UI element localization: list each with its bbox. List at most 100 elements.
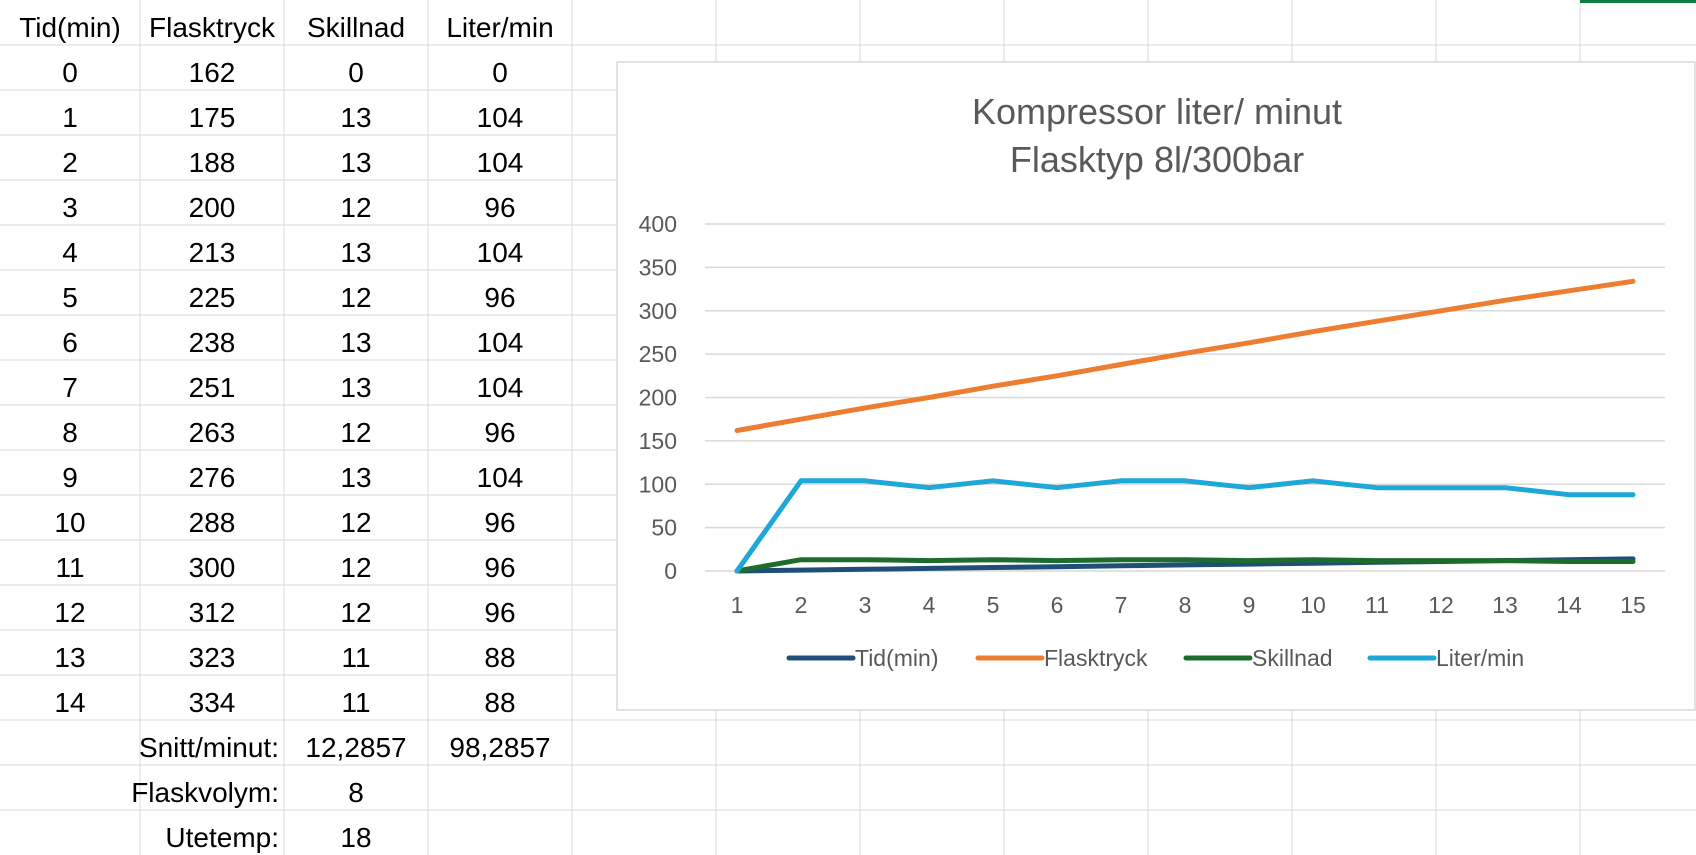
legend-entry[interactable]: Liter/min [1436,645,1524,671]
y-tick-label: 400 [639,211,677,237]
data-cell[interactable]: 3 [62,192,78,223]
data-cell[interactable]: 96 [484,597,515,628]
chart-legend[interactable]: Tid(min) Flasktryck Skillnad Liter/min [786,645,1524,671]
x-tick-label: 13 [1492,592,1518,618]
x-tick-label: 9 [1243,592,1256,618]
header-cell[interactable]: Tid(min) [19,12,121,43]
data-cell[interactable]: 96 [484,282,515,313]
summary-value-cell[interactable]: 18 [340,822,371,853]
data-cell[interactable]: 0 [492,57,508,88]
data-cell[interactable]: 13 [340,102,371,133]
data-cell[interactable]: 2 [62,147,78,178]
data-cell[interactable]: 13 [340,147,371,178]
data-cell[interactable]: 200 [189,192,236,223]
data-cell[interactable]: 1 [62,102,78,133]
x-axis-tick-labels: 1 2 3 4 5 6 7 8 9 10 11 12 13 14 15 [731,592,1646,618]
data-cell[interactable]: 251 [189,372,236,403]
data-cell[interactable]: 12 [54,597,85,628]
legend-entry[interactable]: Flasktryck [1044,645,1148,671]
summary-label-cell[interactable]: Flaskvolym: [131,777,279,808]
data-cell[interactable]: 12 [340,552,371,583]
x-tick-label: 3 [859,592,872,618]
data-cell[interactable]: 96 [484,552,515,583]
data-cell[interactable]: 11 [341,687,370,718]
data-cell[interactable]: 12 [340,417,371,448]
data-cell[interactable]: 104 [477,372,524,403]
y-tick-label: 200 [639,385,677,411]
data-cell[interactable]: 7 [62,372,78,403]
data-cell[interactable]: 13 [340,237,371,268]
data-cell[interactable]: 323 [189,642,236,673]
legend-entry[interactable]: Skillnad [1252,645,1333,671]
data-cell[interactable]: 104 [477,462,524,493]
data-cell[interactable]: 88 [484,642,515,673]
data-cell[interactable]: 4 [62,237,78,268]
data-cell[interactable]: 12 [340,597,371,628]
summary-value-cell[interactable]: 8 [348,777,364,808]
data-cell[interactable]: 104 [477,327,524,358]
summary-value-cell[interactable]: 98,2857 [449,732,550,763]
data-cell[interactable]: 96 [484,417,515,448]
y-tick-label: 0 [664,558,677,584]
header-cell[interactable]: Flasktryck [149,12,276,43]
summary-label-cell[interactable]: Utetemp: [165,822,279,853]
y-tick-label: 250 [639,341,677,367]
data-cell[interactable]: 238 [189,327,236,358]
legend-entry[interactable]: Tid(min) [855,645,938,671]
data-cell[interactable]: 12 [340,282,371,313]
data-cell[interactable]: 104 [477,237,524,268]
data-cell[interactable]: 6 [62,327,78,358]
data-cell[interactable]: 334 [189,687,236,718]
data-cell[interactable]: 104 [477,147,524,178]
data-cell[interactable]: 13 [340,372,371,403]
x-tick-label: 10 [1300,592,1326,618]
data-cell[interactable]: 288 [189,507,236,538]
y-tick-label: 300 [639,298,677,324]
data-cell[interactable]: 162 [189,57,236,88]
data-cell[interactable]: 12 [340,507,371,538]
summary-value-cell[interactable]: 12,2857 [305,732,406,763]
data-cell[interactable]: 0 [62,57,78,88]
data-cell[interactable]: 13 [54,642,85,673]
data-cell[interactable]: 5 [62,282,78,313]
data-cell[interactable]: 14 [54,687,85,718]
data-cell[interactable]: 13 [340,462,371,493]
y-tick-label: 50 [651,515,677,541]
data-cell[interactable]: 8 [62,417,78,448]
data-cell[interactable]: 312 [189,597,236,628]
data-cell[interactable]: 263 [189,417,236,448]
data-cell[interactable]: 12 [340,192,371,223]
data-cell[interactable]: 9 [62,462,78,493]
x-tick-label: 7 [1115,592,1128,618]
data-cell[interactable]: 11 [55,552,84,583]
data-cell[interactable]: 225 [189,282,236,313]
summary-label-cell[interactable]: Snitt/minut: [139,732,279,763]
x-tick-label: 15 [1620,592,1646,618]
data-cell[interactable]: 300 [189,552,236,583]
data-cell[interactable]: 213 [189,237,236,268]
data-cell[interactable]: 13 [340,327,371,358]
x-tick-label: 4 [923,592,936,618]
line-chart[interactable]: Kompressor liter/ minut Flasktyp 8l/300b… [616,61,1696,711]
x-tick-label: 12 [1428,592,1454,618]
data-cell[interactable]: 104 [477,102,524,133]
data-cell[interactable]: 11 [341,642,370,673]
header-cell[interactable]: Skillnad [307,12,405,43]
data-cell[interactable]: 0 [348,57,364,88]
chart-area[interactable] [616,61,1696,711]
y-axis-tick-labels: 0 50 100 150 200 250 300 350 400 [639,211,677,584]
data-cell[interactable]: 88 [484,687,515,718]
series-line-flasktryck [734,278,1636,433]
data-cell[interactable]: 175 [189,102,236,133]
x-tick-label: 14 [1556,592,1582,618]
data-cell[interactable]: 96 [484,507,515,538]
header-cell[interactable]: Liter/min [446,12,553,43]
series-line-skillnad [734,557,1636,574]
data-cell[interactable]: 10 [54,507,85,538]
data-cell[interactable]: 276 [189,462,236,493]
x-tick-label: 8 [1179,592,1192,618]
data-cell[interactable]: 188 [189,147,236,178]
data-cell[interactable]: 96 [484,192,515,223]
